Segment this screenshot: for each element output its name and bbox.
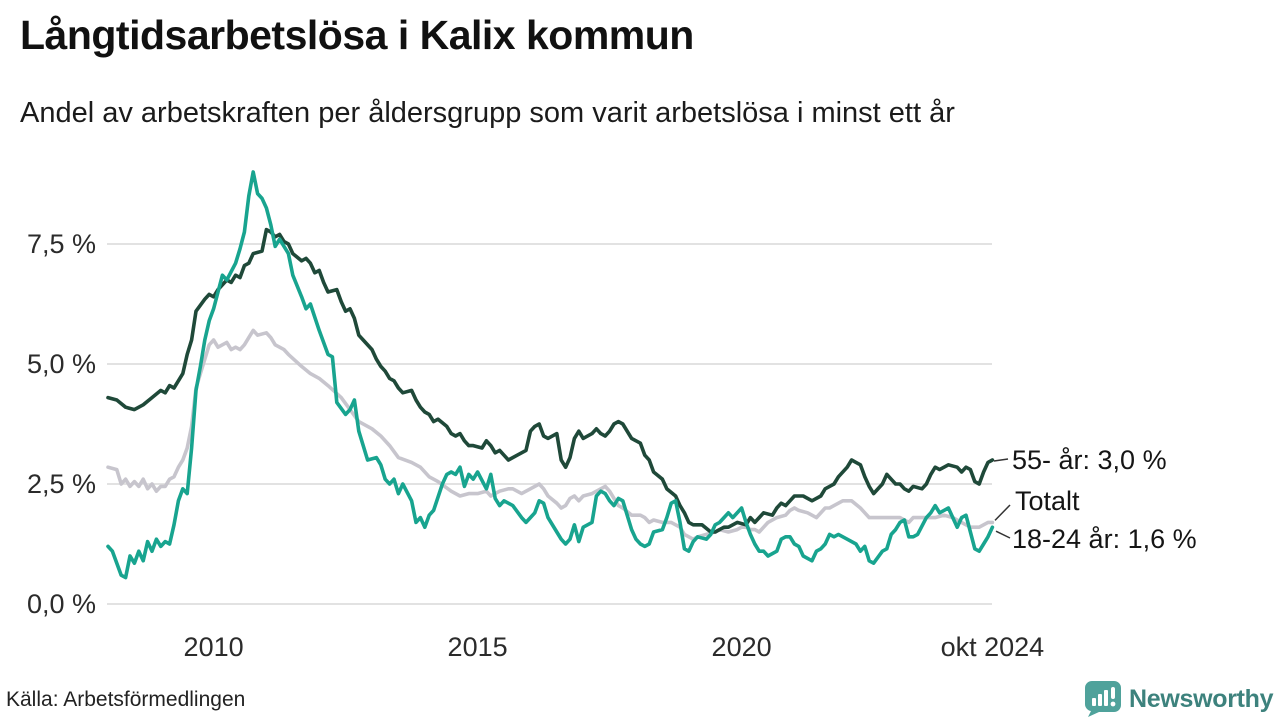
y-tick-label: 5,0 % [26,349,96,379]
series-line-18-24-r [106,170,995,580]
annotation-leader-line [995,530,1011,539]
annotation-leader-line [994,504,1011,521]
y-tick-label: 7,5 % [26,229,96,259]
chart-subtitle: Andel av arbetskraften per åldersgrupp s… [20,97,955,129]
x-tick-label: 2010 [183,632,244,662]
newsworthy-logo-icon [1084,681,1121,717]
y-tick-label: 2,5 % [26,469,96,499]
y-tick-label: 0,0 % [26,589,96,619]
series-label-18-24-ar: 18-24 år: 1,6 % [1012,524,1197,554]
series-line-55-r [106,227,995,534]
source-note: Källa: Arbetsförmedlingen [6,688,246,711]
chart-title: Långtidsarbetslösa i Kalix kommun [20,12,694,58]
x-tick-label: 2020 [711,632,772,662]
newsworthy-logo: Newsworthy [1084,680,1274,718]
series-label-totalt: Totalt [1015,486,1080,516]
series-line-totalt [106,328,995,542]
x-tick-label: okt 2024 [940,632,1045,662]
annotation-leader-line [993,458,1009,462]
newsworthy-logo-text: Newsworthy [1129,684,1274,713]
series-label-55-ar: 55- år: 3,0 % [1012,445,1167,475]
x-tick-label: 2015 [447,632,508,662]
